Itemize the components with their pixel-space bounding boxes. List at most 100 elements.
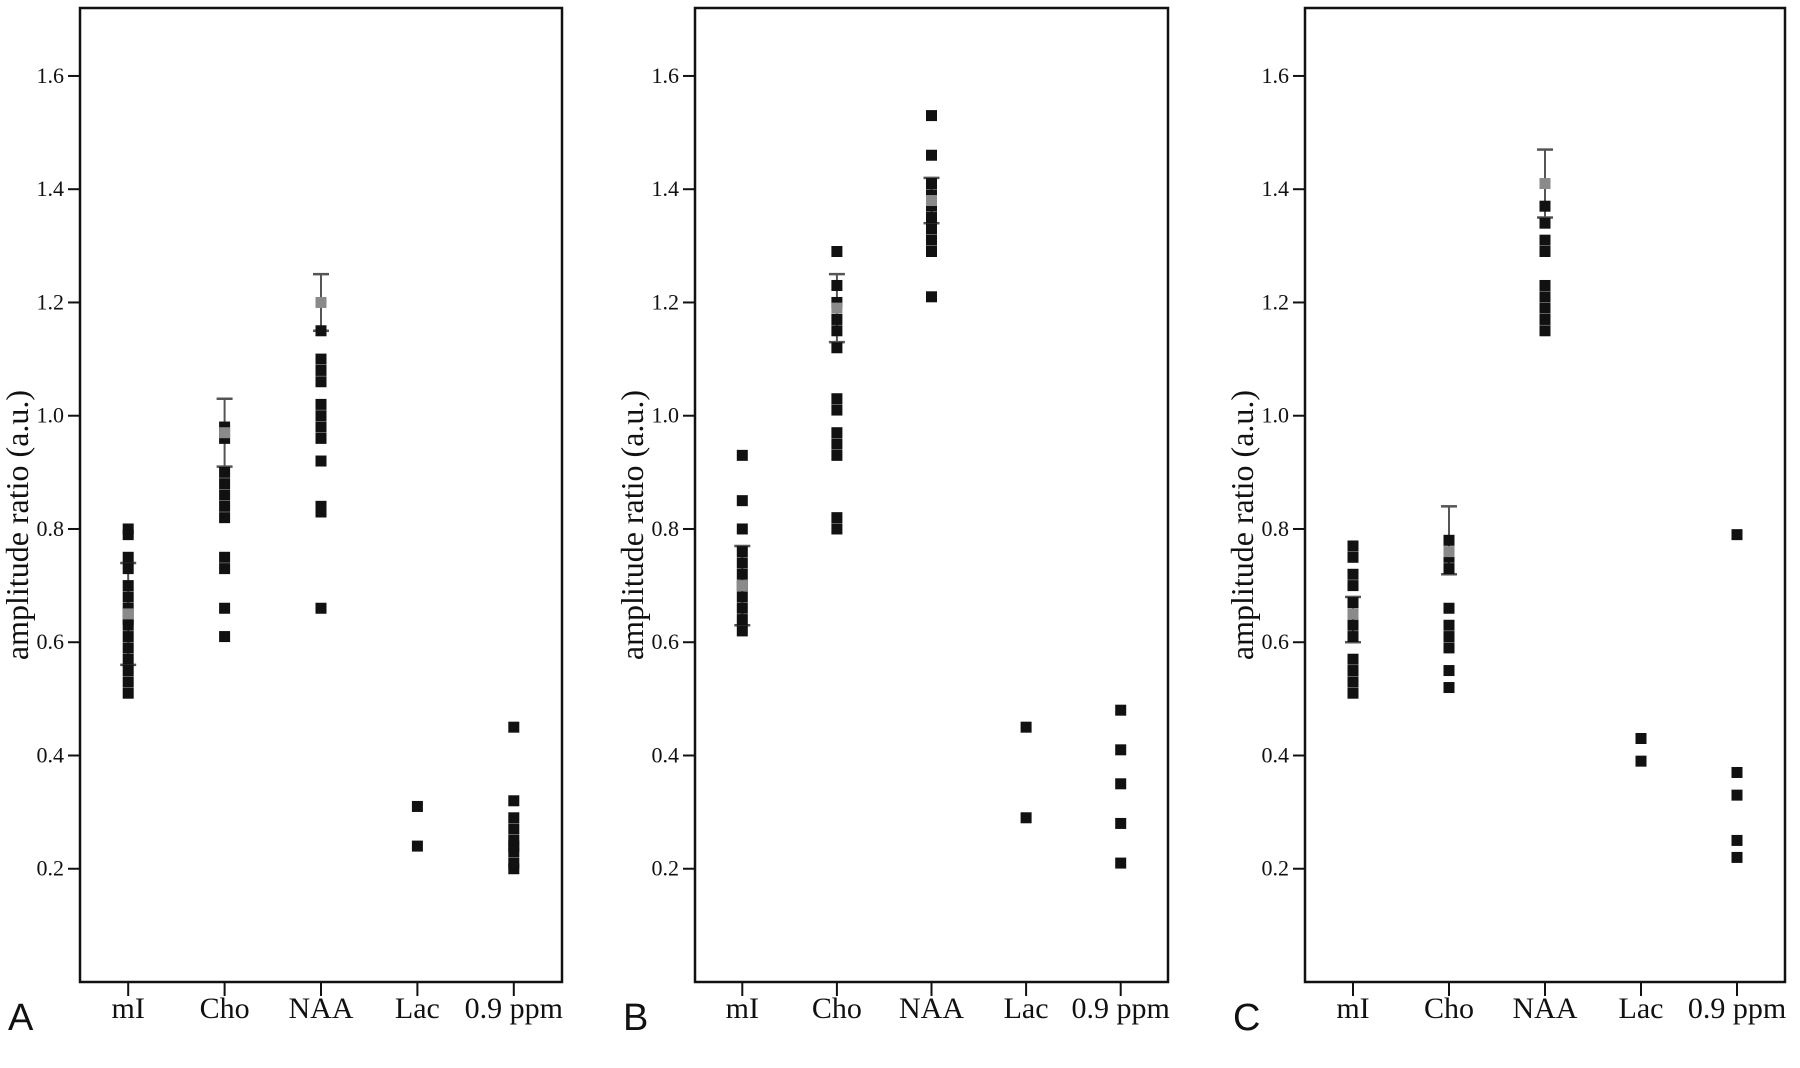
data-point <box>219 500 231 512</box>
data-point <box>219 478 231 490</box>
y-tick-label: 0.8 <box>652 516 680 541</box>
data-point <box>926 223 937 235</box>
data-point <box>926 110 937 122</box>
data-point <box>926 149 937 161</box>
data-point <box>831 427 843 439</box>
data-point <box>1443 665 1455 677</box>
data-point <box>1347 568 1359 580</box>
data-point <box>1443 551 1455 563</box>
x-category-label: NAA <box>1513 992 1578 1025</box>
data-point <box>1347 676 1359 688</box>
data-point <box>1020 812 1032 824</box>
y-tick-label: 0.2 <box>1262 856 1290 881</box>
data-point <box>315 602 327 614</box>
data-point <box>315 410 327 422</box>
data-point <box>1347 631 1359 643</box>
data-point <box>831 404 843 416</box>
y-tick-label: 1.2 <box>1262 289 1290 314</box>
data-point <box>122 676 134 688</box>
data-point <box>508 863 520 875</box>
data-point <box>122 665 134 677</box>
data-point <box>219 551 231 563</box>
data-point <box>736 591 748 603</box>
data-point <box>315 455 327 467</box>
data-point <box>926 178 937 190</box>
data-point <box>315 325 327 337</box>
mean-marker <box>736 580 748 592</box>
data-point <box>1347 653 1359 665</box>
y-tick-label: 0.4 <box>37 742 65 767</box>
data-point <box>1731 834 1743 846</box>
data-point <box>315 364 327 376</box>
panel-letter: C <box>1233 997 1260 1039</box>
data-point <box>831 512 843 524</box>
data-point <box>122 687 134 699</box>
data-point <box>926 212 937 224</box>
data-point <box>1443 602 1455 614</box>
data-point <box>736 568 748 580</box>
data-point <box>508 857 520 869</box>
data-point <box>122 631 134 643</box>
x-category-label: mI <box>726 992 759 1025</box>
y-tick-label: 1.6 <box>1262 63 1290 88</box>
data-point <box>1347 597 1359 609</box>
data-point <box>122 580 134 592</box>
data-point <box>1115 857 1127 869</box>
x-category-label: 0.9 ppm <box>1072 992 1170 1025</box>
data-point <box>1443 619 1455 631</box>
data-point <box>831 313 843 325</box>
data-point <box>219 466 231 478</box>
y-tick-label: 1.0 <box>1262 403 1290 428</box>
y-tick-label: 0.4 <box>1262 742 1290 767</box>
data-point <box>122 591 134 603</box>
data-point <box>926 200 937 212</box>
mean-marker <box>1443 546 1455 558</box>
data-point <box>508 795 520 807</box>
plot-frame <box>78 6 564 984</box>
x-category-label: Cho <box>812 992 862 1025</box>
data-point <box>831 296 843 308</box>
panel-letter: A <box>8 997 34 1039</box>
data-point <box>736 614 748 626</box>
data-point <box>831 438 843 450</box>
y-tick-label: 0.2 <box>652 856 680 881</box>
data-point <box>1347 580 1359 592</box>
data-point <box>219 421 231 433</box>
mean-marker <box>1347 608 1359 620</box>
data-point <box>1539 291 1551 303</box>
data-point <box>1539 302 1551 314</box>
data-point <box>315 506 327 518</box>
data-point <box>1347 540 1359 552</box>
data-point <box>315 398 327 410</box>
mean-marker <box>219 427 231 439</box>
x-category-label: NAA <box>899 992 964 1025</box>
data-point <box>831 449 843 461</box>
data-point <box>219 512 231 524</box>
data-point <box>831 342 843 354</box>
y-axis-title: amplitude ratio (a.u.) <box>614 390 650 660</box>
data-point <box>831 246 843 257</box>
data-point <box>1115 744 1127 756</box>
data-point <box>1539 246 1551 257</box>
y-tick-label: 1.2 <box>652 289 680 314</box>
data-point <box>315 376 327 388</box>
data-point <box>1347 619 1359 631</box>
data-point <box>736 602 748 614</box>
data-point <box>736 495 748 507</box>
data-point <box>831 325 843 337</box>
data-point <box>1443 563 1455 575</box>
data-point <box>926 246 937 257</box>
data-point <box>122 614 134 626</box>
data-point <box>122 642 134 654</box>
y-tick-label: 1.4 <box>37 176 65 201</box>
y-tick-label: 0.6 <box>37 629 65 654</box>
y-tick-label: 1.2 <box>37 289 65 314</box>
x-category-label: Lac <box>1004 992 1049 1025</box>
data-point <box>736 449 748 461</box>
data-point <box>1635 733 1647 744</box>
data-point <box>122 529 134 541</box>
y-tick-label: 0.4 <box>652 742 680 767</box>
x-category-label: mI <box>112 992 145 1025</box>
y-tick-label: 1.0 <box>37 403 65 428</box>
